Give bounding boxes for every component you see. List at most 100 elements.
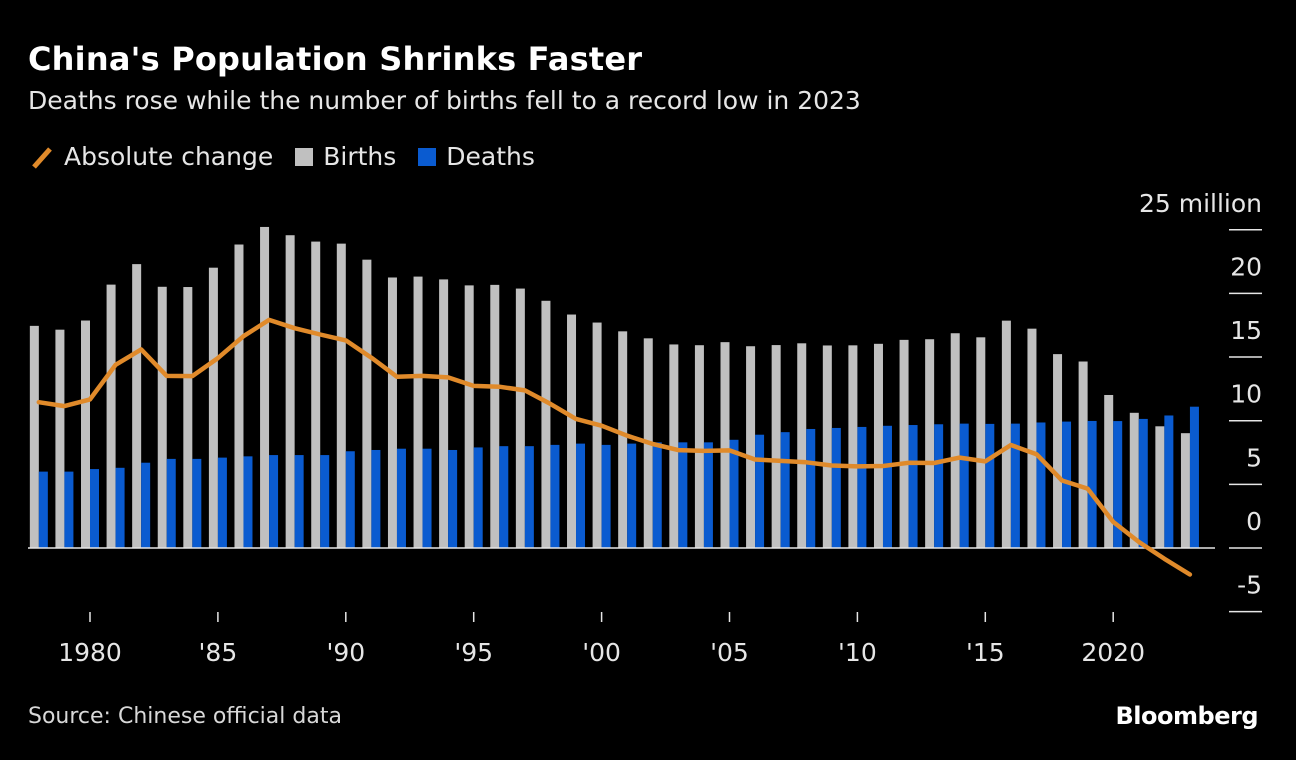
x-tick-label: 2020 — [1081, 638, 1145, 667]
births-bar — [81, 320, 90, 548]
births-bar — [1104, 394, 1114, 548]
births-bar — [873, 343, 883, 548]
births-bar — [899, 339, 909, 548]
births-bar — [29, 325, 39, 548]
births-bar — [234, 244, 244, 549]
x-tick-label: 1980 — [58, 638, 122, 667]
legend-label-change: Absolute change — [64, 142, 274, 171]
deaths-bar — [115, 467, 125, 548]
deaths-bar — [448, 449, 458, 548]
deaths-bar — [473, 447, 483, 548]
births-bar — [822, 345, 832, 548]
births-bar — [618, 331, 628, 548]
deaths-bar — [729, 439, 739, 548]
deaths-bar — [780, 432, 790, 548]
deaths-bar — [217, 457, 227, 548]
births-bar — [183, 287, 193, 548]
x-tick-label: '10 — [838, 638, 877, 667]
deaths-bar — [1164, 415, 1174, 548]
deaths-bar — [396, 448, 406, 548]
births-bar — [490, 284, 500, 548]
births-bar — [132, 264, 142, 548]
births-bar — [260, 226, 270, 548]
x-tick-label: '95 — [454, 638, 493, 667]
deaths-bar — [371, 449, 381, 548]
line-swatch-icon — [32, 146, 52, 169]
deaths-bar — [576, 443, 586, 548]
births-bar — [797, 343, 807, 548]
deaths-bar — [38, 471, 48, 548]
births-bar — [387, 277, 397, 548]
deaths-bar — [550, 444, 560, 548]
births-bar — [669, 344, 679, 548]
births-bar — [464, 285, 474, 548]
y-tick-label: 5 — [1246, 443, 1262, 472]
deaths-bar — [806, 428, 816, 548]
deaths-bar — [908, 425, 918, 548]
deaths-bar — [627, 443, 637, 548]
y-tick-label: 20 — [1230, 252, 1262, 281]
births-bar — [694, 345, 704, 548]
births-bar — [1155, 426, 1165, 548]
x-tick-label: '85 — [199, 638, 238, 667]
births-bar — [925, 339, 935, 548]
births-bar — [439, 279, 449, 548]
chart-title: China's Population Shrinks Faster — [28, 40, 643, 78]
births-bar — [720, 342, 730, 548]
y-tick-label: 25 million — [1139, 189, 1262, 218]
deaths-bar — [601, 444, 611, 548]
births-bar — [848, 345, 858, 548]
y-tick-label: 15 — [1230, 316, 1262, 345]
births-bar — [976, 337, 986, 548]
deaths-bar — [141, 462, 151, 548]
x-tick-label: '00 — [582, 638, 621, 667]
births-bar — [1027, 328, 1037, 548]
deaths-bar — [985, 423, 995, 548]
x-tick-label: '15 — [966, 638, 1005, 667]
deaths-bar — [192, 458, 202, 548]
births-bar — [1129, 412, 1139, 548]
absolute-change-line — [36, 317, 1193, 577]
deaths-bar — [959, 423, 969, 548]
deaths-bar — [422, 448, 432, 548]
deaths-bar — [269, 455, 279, 548]
births-bar — [1078, 361, 1088, 548]
x-tick-label: '90 — [326, 638, 365, 667]
births-bar — [336, 243, 346, 548]
legend-item-births: Births — [295, 142, 396, 171]
births-bar — [311, 241, 321, 548]
deaths-bar — [1087, 420, 1097, 548]
deaths-bar — [882, 425, 892, 548]
deaths-bar — [934, 424, 944, 548]
legend: Absolute change Births Deaths — [28, 142, 557, 171]
legend-item-deaths: Deaths — [418, 142, 535, 171]
births-bar — [567, 314, 577, 548]
y-tick-label: 10 — [1230, 380, 1262, 409]
births-bar — [1053, 354, 1063, 548]
deaths-bar — [320, 455, 330, 548]
births-bar — [362, 259, 372, 548]
deaths-bar — [678, 442, 688, 548]
births-bar — [592, 322, 602, 548]
births-bar — [157, 286, 167, 548]
deaths-bar — [1036, 422, 1046, 548]
deaths-bar — [90, 469, 99, 548]
deaths-bar — [294, 455, 304, 548]
births-bar — [746, 346, 756, 548]
births-bar — [208, 267, 218, 548]
deaths-bar — [64, 471, 74, 548]
legend-label-births: Births — [323, 142, 397, 171]
births-bar — [771, 345, 781, 548]
deaths-bar — [1138, 418, 1148, 548]
source-note: Source: Chinese official data — [28, 704, 342, 729]
legend-item-change: Absolute change — [28, 142, 273, 171]
legend-label-deaths: Deaths — [446, 142, 535, 171]
deaths-bar — [499, 446, 509, 548]
births-bar — [55, 329, 65, 548]
deaths-bar — [166, 458, 176, 548]
deaths-bar — [243, 456, 253, 548]
births-bar — [950, 333, 960, 548]
deaths-bar — [524, 446, 534, 548]
deaths-bar — [1113, 421, 1123, 548]
